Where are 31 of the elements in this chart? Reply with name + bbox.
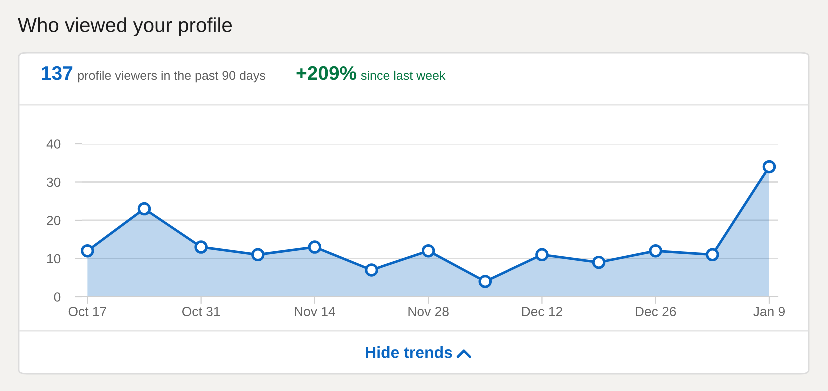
point — [365, 264, 378, 277]
y-tick-label: 40 — [46, 140, 61, 149]
point — [706, 248, 720, 262]
x-tick-label: Nov 28 — [408, 307, 449, 316]
point — [138, 202, 152, 216]
x-tick-label: Oct 17 — [68, 307, 106, 316]
x-tick-label: Oct 31 — [182, 307, 220, 316]
y-tick-label: 30 — [46, 178, 61, 188]
point — [81, 244, 94, 258]
point — [536, 248, 549, 262]
point — [422, 244, 436, 258]
text: Hide trends — [366, 346, 452, 358]
x-tick-label: Jan 9 — [754, 307, 785, 316]
point — [478, 275, 492, 288]
point — [252, 248, 265, 262]
x-tick-label: Nov 14 — [295, 307, 336, 316]
x-tick-label: Dec 12 — [522, 307, 562, 316]
y-tick-label: 20 — [47, 216, 61, 226]
text: 137 — [42, 66, 73, 80]
text: +209% — [296, 66, 357, 80]
point — [649, 244, 662, 258]
point — [762, 160, 776, 174]
y-tick-label: 10 — [48, 254, 61, 264]
x-tick-label: Dec 26 — [636, 307, 676, 316]
point — [592, 256, 606, 270]
text: since last week — [361, 70, 446, 80]
text: profile viewers in the past 90 days — [78, 70, 266, 83]
chart-title: Who viewed your profile — [18, 18, 232, 36]
y-tick-label: 0 — [54, 292, 61, 302]
point — [194, 240, 208, 254]
point — [308, 240, 322, 254]
